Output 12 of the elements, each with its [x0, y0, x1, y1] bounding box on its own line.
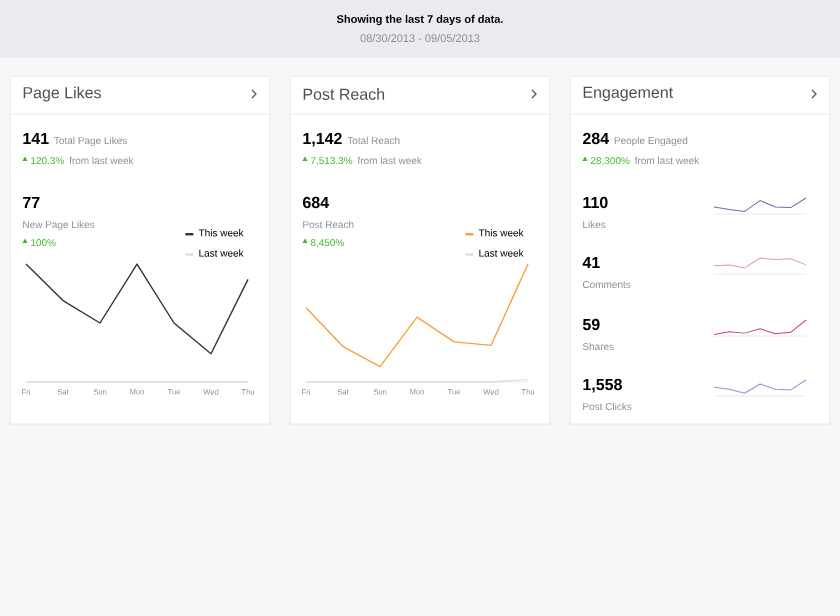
text: 684 — [303, 196, 330, 209]
text: 77 — [23, 196, 40, 208]
text: 110 — [583, 196, 608, 209]
chart-title: Page Likes — [23, 86, 101, 102]
text: 1,558 — [583, 378, 622, 393]
text: 141 — [23, 132, 49, 144]
text: 1,142 — [303, 132, 342, 147]
text: 59 — [582, 318, 600, 331]
text: 284 — [582, 132, 610, 145]
text: Engagement — [583, 86, 674, 102]
text: 41 — [582, 256, 600, 268]
chart-title: Post Reach — [303, 88, 385, 100]
